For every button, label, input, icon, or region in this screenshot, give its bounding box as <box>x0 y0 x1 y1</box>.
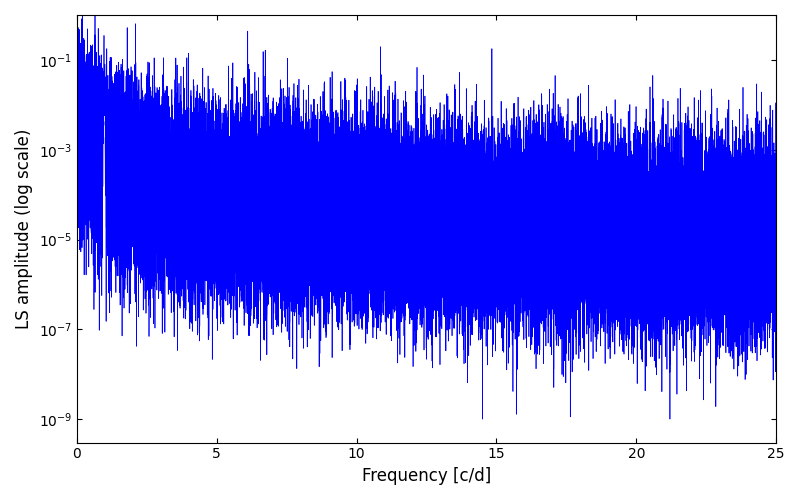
X-axis label: Frequency [c/d]: Frequency [c/d] <box>362 467 491 485</box>
Y-axis label: LS amplitude (log scale): LS amplitude (log scale) <box>15 128 33 329</box>
